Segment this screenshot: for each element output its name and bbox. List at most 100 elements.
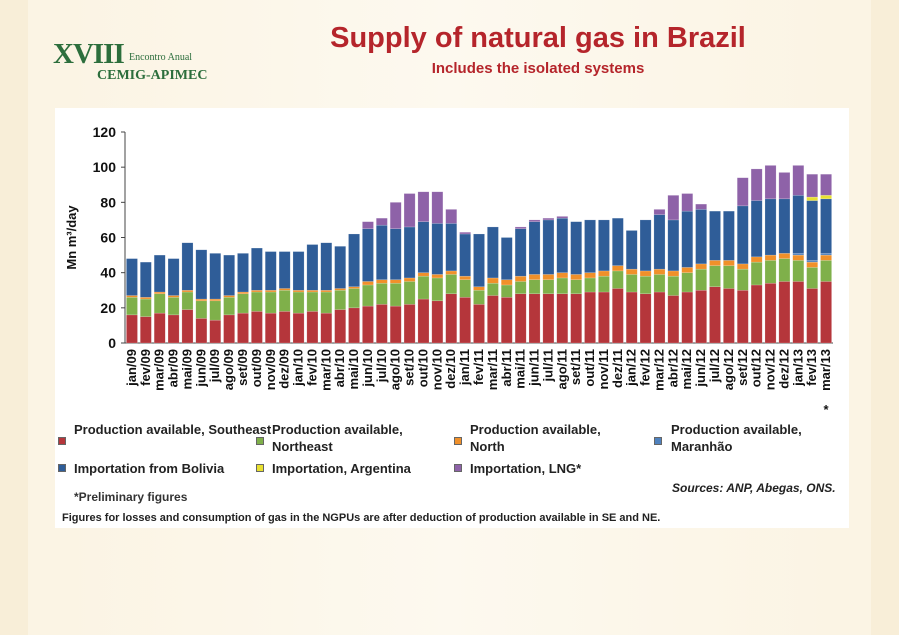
bar-segment	[167, 295, 180, 298]
bar-segment	[639, 293, 652, 344]
bar-segment	[376, 282, 388, 305]
bar-segment	[681, 193, 694, 212]
slide-subtitle: Includes the isolated systems	[431, 60, 645, 77]
bar-segment	[362, 281, 374, 286]
x-tick-label: dez/10	[443, 349, 458, 389]
bar-segment	[612, 217, 624, 266]
bar-segment	[570, 221, 582, 275]
bar-segment	[584, 277, 596, 293]
x-tick-label: fev/12	[638, 349, 653, 386]
bar-segment	[195, 249, 208, 300]
bar-segment	[542, 293, 555, 344]
x-tick-label: jul/10	[374, 349, 389, 383]
bar-segment	[639, 219, 652, 272]
x-tick-label: abr/12	[665, 349, 680, 387]
bar-segment	[750, 284, 763, 344]
bar-segment	[445, 209, 458, 224]
y-tick-label: 80	[100, 194, 116, 210]
legend-swatch-argentina	[256, 464, 264, 472]
bar-segment	[459, 231, 471, 235]
bar-segment	[542, 279, 555, 295]
bar-segment	[792, 260, 805, 282]
bar-segment	[376, 304, 388, 344]
sources-note: Sources: ANP, Abegas, ONS.	[672, 481, 836, 495]
bar-segment	[320, 312, 333, 344]
bar-segment	[820, 260, 832, 282]
x-tick-label: mai/09	[179, 349, 194, 389]
bar-segment	[598, 291, 610, 344]
bar-segment	[264, 290, 277, 293]
bar-segment	[764, 282, 777, 344]
bar-segment	[639, 275, 652, 295]
bar-segment	[806, 288, 818, 344]
x-tick-label: nov/12	[763, 349, 778, 390]
x-tick-label: jul/09	[207, 349, 222, 383]
y-axis-title: Mn m³/day	[64, 205, 79, 270]
legend-swatch-lng	[454, 464, 462, 472]
bar-segment	[487, 277, 499, 284]
bar-segment	[736, 268, 749, 291]
bar-segment	[251, 247, 263, 291]
bar-segment	[500, 297, 513, 344]
bar-segment	[153, 291, 166, 295]
preliminary-marker: *	[824, 402, 830, 417]
x-tick-label: fev/11	[471, 349, 486, 385]
bar-segment	[320, 242, 333, 291]
x-tick-label: ago/12	[721, 349, 736, 390]
bar-segment	[140, 297, 152, 300]
bar-segment	[556, 293, 569, 344]
x-tick-label: jul/11	[540, 349, 555, 383]
x-tick-label: mai/10	[346, 349, 361, 389]
bar-segment	[487, 226, 499, 279]
bar-segment	[806, 260, 818, 263]
bar-segment	[223, 254, 235, 296]
x-tick-label: mai/12	[679, 349, 694, 389]
bar-segment	[278, 251, 291, 289]
bar-segment	[209, 300, 222, 321]
bar-segment	[278, 311, 291, 344]
bar-segment	[681, 210, 694, 268]
bar-segment	[750, 168, 763, 201]
y-tick-label: 0	[108, 335, 116, 351]
bar-segment	[403, 277, 416, 282]
bar-segment	[320, 290, 333, 293]
x-tick-label: ago/09	[221, 349, 236, 390]
bar-segment	[126, 258, 138, 296]
y-tick-label: 120	[93, 124, 117, 140]
bar-segment	[403, 281, 416, 305]
bar-segment	[653, 274, 666, 293]
bar-segment	[625, 291, 638, 344]
x-tick-label: jan/09	[124, 349, 139, 387]
bar-segment	[389, 305, 402, 344]
bar-segment	[445, 274, 458, 295]
bar-segment	[195, 318, 208, 344]
bar-segment	[431, 277, 444, 302]
x-tick-label: jun/09	[193, 349, 208, 388]
bar-segment	[764, 165, 777, 200]
legend-swatch-maranhao	[654, 437, 662, 445]
legend-label-north: Production available, North	[470, 422, 601, 454]
bar-segment	[445, 293, 458, 344]
bar-segment	[195, 300, 208, 319]
bar-segment	[237, 293, 249, 314]
bar-segment	[820, 254, 832, 261]
x-tick-label: mar/12	[651, 349, 666, 391]
legend-label-lng: Importation, LNG*	[470, 461, 582, 476]
bar-segment	[695, 263, 707, 270]
bar-segment	[820, 281, 832, 344]
y-tick-label: 100	[93, 159, 117, 175]
bar-segment	[598, 219, 610, 272]
x-tick-label: set/09	[235, 349, 250, 386]
bar-segment	[709, 210, 721, 261]
bar-segment	[431, 274, 444, 279]
bar-segment	[653, 214, 666, 270]
bar-segment	[362, 284, 374, 307]
bar-segment	[126, 295, 138, 298]
bar-segment	[528, 274, 541, 280]
bar-segment	[750, 200, 763, 258]
bar-segment	[556, 217, 569, 273]
bar-segment	[723, 265, 735, 289]
x-tick-label: fev/09	[138, 349, 153, 386]
bar-segment	[792, 165, 805, 196]
